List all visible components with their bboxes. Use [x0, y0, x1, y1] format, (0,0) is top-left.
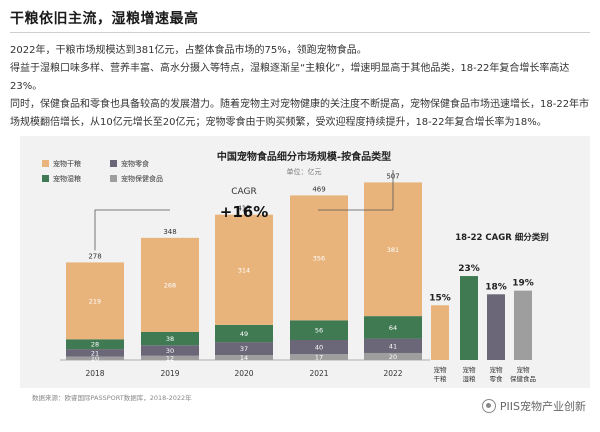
cagr-category-label: 湿粮	[463, 374, 477, 383]
legend-swatch	[110, 175, 117, 182]
chart-title: 中国宠物食品细分市场规模-按食品类型	[217, 150, 391, 163]
bar-segment	[364, 338, 422, 353]
x-tick-label: 2022	[383, 369, 402, 378]
legend-label: 宠物保健食品	[121, 174, 163, 183]
cagr-bar	[487, 294, 505, 360]
legend-swatch	[42, 175, 49, 182]
bar-total-label: 469	[312, 185, 325, 193]
chart-panel: 中国宠物食品细分市场规模-按食品类型 单位：亿元 宠物干粮 宠物零食 宠物湿粮 宠物保健食…	[20, 136, 590, 388]
segment-value-label: 38	[166, 335, 174, 343]
bar-total-label: 278	[88, 252, 101, 260]
segment-value-label: 356	[313, 254, 325, 262]
cagr-category-label: 保健食品	[510, 374, 536, 383]
watermark-text: PIIS宠物产业创新	[499, 400, 586, 413]
bar-segment	[66, 339, 124, 350]
bar-segment	[215, 324, 273, 343]
bar-segment	[141, 331, 199, 346]
watermark: PIIS宠物产业创新	[481, 398, 586, 414]
cagr-label: CAGR	[231, 187, 257, 197]
cagr-bracket-right	[318, 170, 394, 211]
bar-segment	[364, 316, 422, 339]
segment-value-label: 314	[238, 266, 250, 274]
bar-segment	[141, 237, 199, 332]
bar-segment	[141, 345, 199, 356]
bar-segment	[290, 354, 348, 360]
segment-value-label: 268	[164, 281, 176, 289]
segment-value-label: 49	[240, 330, 248, 338]
bar-segment	[364, 352, 422, 360]
segment-value-label: 12	[166, 354, 174, 362]
cagr-bar	[431, 305, 449, 360]
segment-value-label: 17	[315, 354, 323, 362]
legend-swatch	[42, 160, 49, 167]
segment-value-label: 21	[91, 349, 99, 357]
paragraph-2: 得益于湿粮口味多样、营养丰富、高水分摄入等特点，湿粮逐渐呈“主粮化”，增速明显高…	[10, 63, 570, 92]
bar-segment	[290, 339, 348, 355]
cagr-category-label: 宠物	[434, 365, 448, 374]
bar-segment	[66, 349, 124, 357]
cagr-category-label: 零食	[490, 374, 504, 383]
x-tick-label: 2019	[160, 369, 179, 378]
segment-value-label: 381	[387, 246, 399, 254]
cagr-bar-chart: 18-22 CAGR 细分类别15%宠物干粮23%宠物湿粮18%宠物零食19%宠…	[429, 232, 549, 383]
bar-segment	[215, 355, 273, 360]
segment-value-label: 40	[315, 344, 323, 352]
bar-segment	[66, 356, 124, 360]
segment-value-label: 37	[240, 345, 248, 353]
cagr-chart-title: 18-22 CAGR 细分类别	[455, 232, 548, 243]
data-source: 数据来源：欧睿国际PASSPORT数据库，2018-2022年	[32, 394, 192, 402]
cagr-category-label: 宠物	[490, 365, 504, 374]
cagr-value: +16%	[220, 203, 268, 221]
segment-value-label: 28	[91, 341, 99, 349]
bar-total-label: 348	[163, 228, 176, 236]
title-divider	[10, 32, 590, 33]
paragraph-1: 2022年，干粮市场规模达到381亿元，占整体食品市场的75%，领跑宠物食品。	[10, 45, 367, 56]
bar-segment	[290, 320, 348, 340]
x-tick-label: 2021	[309, 369, 328, 378]
segment-value-label: 10	[91, 355, 99, 363]
x-tick-label: 2020	[234, 369, 253, 378]
x-tick-label: 2018	[85, 369, 104, 378]
segment-value-label: 20	[389, 353, 397, 361]
cagr-category-label: 干粮	[434, 374, 448, 383]
bar-total-label: 415	[237, 205, 250, 213]
cagr-bar-value: 19%	[512, 279, 534, 289]
segment-value-label: 56	[315, 327, 323, 335]
segment-value-label: 64	[389, 324, 397, 332]
cagr-bar	[460, 276, 478, 360]
legend-label: 宠物零食	[121, 159, 149, 168]
segment-value-label: 219	[89, 297, 101, 305]
legend-label: 宠物湿粮	[53, 174, 81, 183]
legend-label: 宠物干粮	[53, 159, 81, 168]
chart-subtitle: 单位：亿元	[287, 167, 322, 176]
cagr-category-label: 宠物	[463, 365, 477, 374]
cagr-bracket-left	[94, 209, 170, 251]
segment-value-label: 14	[240, 354, 248, 362]
cagr-bar-value: 23%	[458, 264, 480, 274]
segment-value-label: 41	[389, 342, 397, 350]
bar-segment	[66, 262, 124, 340]
segment-value-label: 30	[166, 347, 174, 355]
bar-segment	[141, 355, 199, 360]
bar-segment	[290, 195, 348, 321]
bar-segment	[215, 342, 273, 356]
wechat-icon	[481, 399, 496, 413]
page-title: 干粮依旧主流，湿粮增速最高	[10, 11, 199, 27]
cagr-bar-value: 18%	[485, 282, 507, 292]
cagr-bar-value: 15%	[429, 293, 451, 303]
cagr-category-label: 宠物	[517, 365, 531, 374]
paragraph-3: 同时，保健食品和零食也具备较高的发展潜力。随着宠物主对宠物健康的关注度不断提高，…	[10, 99, 590, 128]
cagr-bar	[514, 290, 532, 360]
legend-swatch	[110, 160, 117, 167]
bar-segment	[215, 214, 273, 325]
